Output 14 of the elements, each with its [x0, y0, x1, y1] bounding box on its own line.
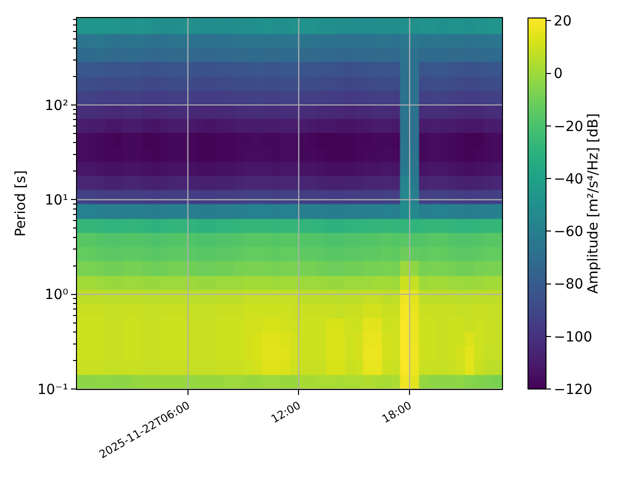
y-tick-label: 10⁰ — [44, 287, 69, 304]
color-bar-label: −60 — [554, 224, 584, 240]
y-tick-label: 10⁻¹ — [37, 382, 68, 398]
color-bar-label: −120 — [554, 382, 592, 398]
color-bar-label: −100 — [554, 329, 592, 346]
color-bar-label: 0 — [554, 66, 563, 82]
color-bar-title: Amplitude [m²/s⁴/Hz] [dB] — [585, 113, 602, 294]
color-bar-label: −80 — [554, 276, 584, 293]
color-bar-label: −40 — [554, 171, 584, 188]
y-axis-title: Period [s] — [12, 170, 29, 237]
y-tick-label: 10² — [44, 98, 68, 114]
y-tick-label: 10¹ — [44, 192, 68, 209]
color-bar-label: −20 — [554, 118, 584, 135]
color-bar-label: 20 — [554, 14, 572, 30]
